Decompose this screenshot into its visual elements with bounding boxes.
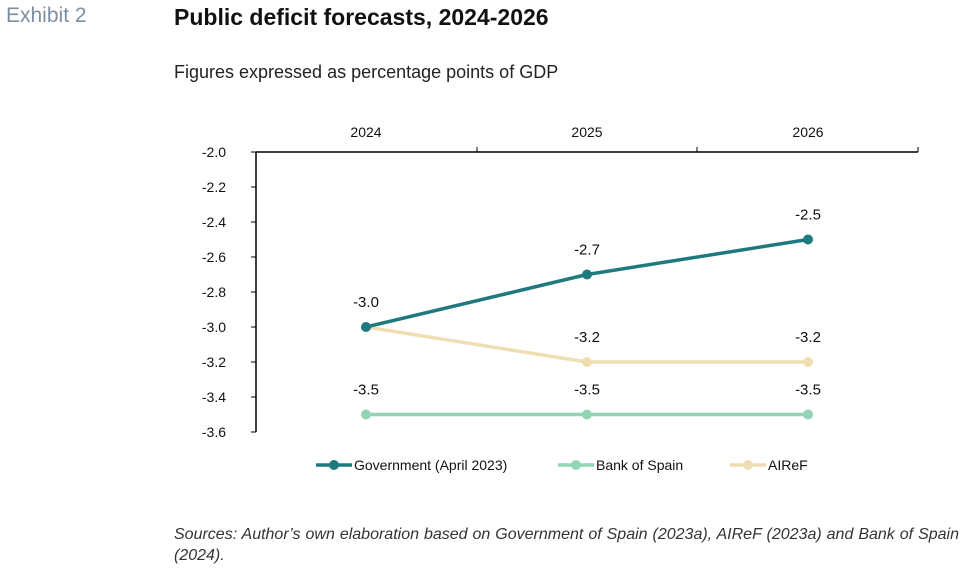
data-label: -2.7 xyxy=(574,242,600,259)
data-point xyxy=(803,409,813,420)
sources-note: Sources: Author’s own elaboration based … xyxy=(174,526,959,564)
data-label: -3.0 xyxy=(353,294,379,311)
y-tick-label: -2.8 xyxy=(202,284,226,300)
legend-swatch-marker xyxy=(571,460,581,470)
data-point xyxy=(361,409,371,420)
x-tick-label: 2024 xyxy=(350,124,381,140)
legend-swatch-marker xyxy=(329,460,339,470)
y-tick-label: -3.6 xyxy=(202,424,226,440)
x-tick-label: 2025 xyxy=(571,124,602,140)
data-point xyxy=(582,269,592,280)
legend-swatch-marker xyxy=(743,460,753,470)
data-label: -3.5 xyxy=(795,382,821,399)
y-tick-label: -3.2 xyxy=(202,354,226,370)
y-tick-label: -3.4 xyxy=(202,389,226,405)
x-tick-label: 2026 xyxy=(792,124,823,140)
legend-label: AIReF xyxy=(768,457,808,473)
data-label: -3.2 xyxy=(574,329,600,346)
legend-label: Bank of Spain xyxy=(596,457,683,473)
y-tick-label: -2.6 xyxy=(202,249,226,265)
data-label: -3.5 xyxy=(574,382,600,399)
y-tick-label: -2.4 xyxy=(202,214,226,230)
y-tick-label: -3.0 xyxy=(202,319,226,335)
chart-title: Public deficit forecasts, 2024-2026 xyxy=(174,4,549,30)
data-point xyxy=(361,322,371,332)
y-tick-label: -2.2 xyxy=(202,179,226,195)
legend-label: Government (April 2023) xyxy=(354,457,507,473)
data-point xyxy=(582,409,592,420)
exhibit-label: Exhibit 2 xyxy=(6,4,87,27)
data-point xyxy=(803,357,813,367)
data-label: -3.5 xyxy=(353,382,379,399)
data-label: -3.2 xyxy=(795,329,821,346)
data-point xyxy=(582,357,592,367)
data-point xyxy=(803,234,813,245)
chart-subtitle: Figures expressed as percentage points o… xyxy=(174,62,559,82)
data-label: -2.5 xyxy=(795,207,821,224)
y-tick-label: -2.0 xyxy=(202,144,226,160)
